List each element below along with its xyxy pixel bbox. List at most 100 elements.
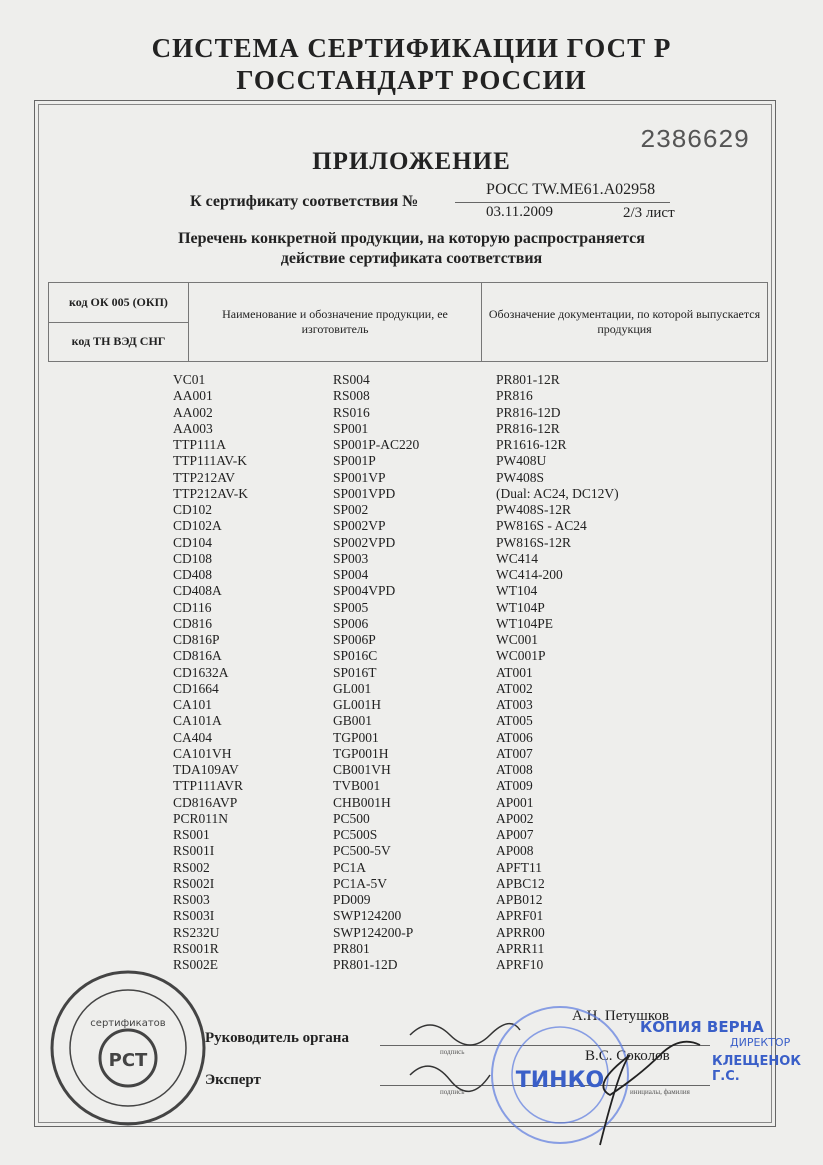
product-item: RS232U [173, 924, 220, 940]
product-column-2: RS004 RS008 RS016 SP001 SP001P-AC220 SP001P SP… [333, 372, 419, 973]
product-item: PR801-12D [333, 957, 398, 972]
expert-label: Эксперт [205, 1072, 261, 1088]
product-item: RS001R [173, 940, 219, 956]
agency-title: ГОССТАНДАРТ РОССИИ [236, 65, 587, 95]
product-item: GL001 [333, 680, 372, 696]
copy-verified-stamp: КОПИЯ ВЕРНА [640, 1018, 764, 1036]
product-item: RS016 [333, 404, 370, 420]
stamp-director-name: КЛЕЩЕНОК Г.С. [712, 1054, 801, 1084]
product-item: AP002 [496, 810, 534, 826]
product-item: PR816 [496, 388, 533, 404]
product-item: RS008 [333, 388, 370, 404]
product-item: SP001VP [333, 469, 386, 485]
inner-border [38, 104, 772, 1123]
product-item: AP008 [496, 843, 534, 859]
product-item: AT002 [496, 680, 533, 696]
product-table-header: код ОК 005 (ОКП) Наименование и обозначе… [48, 282, 768, 362]
product-item: TTP111AVR [173, 778, 244, 794]
product-item: WC414 [496, 550, 538, 566]
signature-caption: подпись [440, 1088, 465, 1096]
product-item: CB001VH [333, 762, 391, 777]
product-item: PC500 [333, 810, 370, 826]
product-item: CHB001H [333, 794, 391, 810]
product-item: RS002E [173, 957, 219, 972]
product-item: SP001P-AC220 [333, 437, 420, 452]
product-item: TDA109AV [173, 762, 239, 777]
product-item: CA101A [173, 713, 222, 729]
product-item: PR1616-12R [496, 437, 567, 452]
product-item: SWP124200 [333, 908, 402, 924]
divider [455, 202, 670, 203]
product-item: RS004 [333, 372, 370, 387]
product-item: TGP001 [333, 729, 379, 745]
page-title: ПРИЛОЖЕНИЕ [312, 148, 511, 175]
signature-line [380, 1045, 710, 1046]
product-item: AA003 [173, 420, 213, 436]
product-item: SP006P [333, 632, 376, 647]
sheet-number: 2/3 лист [623, 205, 675, 221]
product-item: TVB001 [333, 778, 381, 794]
signatures-and-company-seal: ТИНКО [409, 1006, 701, 1146]
certificate-date: 03.11.2009 [486, 204, 553, 220]
product-item: CD1664 [173, 680, 219, 696]
product-item: TGP001H [333, 745, 389, 761]
product-item: AT001 [496, 664, 533, 680]
certification-body-seal: сертификатов РСТ [50, 970, 206, 1126]
signature-line [380, 1085, 710, 1086]
svg-text:сертификатов: сертификатов [90, 1018, 165, 1029]
product-item: VC01 [173, 372, 206, 387]
subtitle-line2: действие сертификата соответствия [280, 250, 543, 267]
product-column-1: VC01 AA001 AA002 AA003 TTP111A TTP111AV-K TTP2… [173, 372, 248, 973]
product-item: AT006 [496, 729, 533, 745]
product-item: CD408 [173, 567, 213, 582]
product-item: PC1A-5V [333, 875, 388, 891]
product-item: PW408S-12R [496, 502, 572, 517]
product-item: WT104PE [496, 615, 553, 631]
svg-text:ТИНКО: ТИНКО [516, 1068, 605, 1093]
product-item: PR801 [333, 940, 370, 956]
product-item: SP005 [333, 599, 369, 615]
product-item: CD408A [173, 583, 222, 599]
product-item: PR816-12D [496, 404, 561, 420]
product-column-3: PR801-12R PR816 PR816-12D PR816-12R PR1616-1… [496, 372, 619, 973]
product-item: SP004VPD [333, 583, 396, 599]
product-item: SP003 [333, 550, 369, 566]
product-item: AA001 [173, 388, 213, 404]
product-item: GL001H [333, 697, 381, 712]
product-item: APRF10 [496, 957, 544, 972]
product-item: SWP124200-P [333, 924, 414, 940]
product-item: RS003I [173, 908, 215, 924]
form-number: 2386629 [640, 125, 750, 155]
name-caption: инициалы, фамилия [630, 1088, 690, 1096]
okp-code-header: код ОК 005 (ОКП) [48, 282, 189, 323]
system-title: СИСТЕМА СЕРТИФИКАЦИИ ГОСТ Р [151, 33, 672, 63]
subtitle-line1: Перечень конкретной продукции, на котору… [178, 230, 645, 247]
product-item: WC414-200 [496, 567, 563, 582]
product-item: SP001 [333, 420, 369, 436]
product-item: PW816S - AC24 [496, 518, 587, 534]
product-item: GB001 [333, 713, 373, 729]
product-item: PC1A [333, 859, 367, 875]
product-item: CD816P [173, 632, 220, 647]
product-item: CD816 [173, 615, 213, 631]
product-item: CA101 [173, 697, 213, 712]
product-item: CD116 [173, 599, 212, 615]
product-item: CA404 [173, 729, 213, 745]
product-item: PCR011N [173, 810, 229, 826]
product-item: PR801-12R [496, 372, 560, 387]
product-item: TTP111A [173, 437, 226, 452]
product-item: SP002 [333, 502, 369, 517]
product-item: AP007 [496, 827, 534, 842]
product-item: WT104 [496, 583, 538, 599]
product-item: AT008 [496, 762, 533, 777]
product-item: RS001 [173, 827, 210, 842]
head-of-body-label: Руководитель органа [205, 1030, 349, 1046]
product-item: PW816S-12R [496, 534, 572, 550]
product-item: APB012 [496, 892, 543, 907]
product-item: WC001P [496, 648, 546, 664]
product-item: AT005 [496, 713, 533, 729]
product-item: APFT11 [496, 859, 543, 875]
product-item: SP001P [333, 453, 376, 469]
certificate-label: К сертификату соответствия № [190, 193, 419, 210]
product-item: PR816-12R [496, 420, 560, 436]
